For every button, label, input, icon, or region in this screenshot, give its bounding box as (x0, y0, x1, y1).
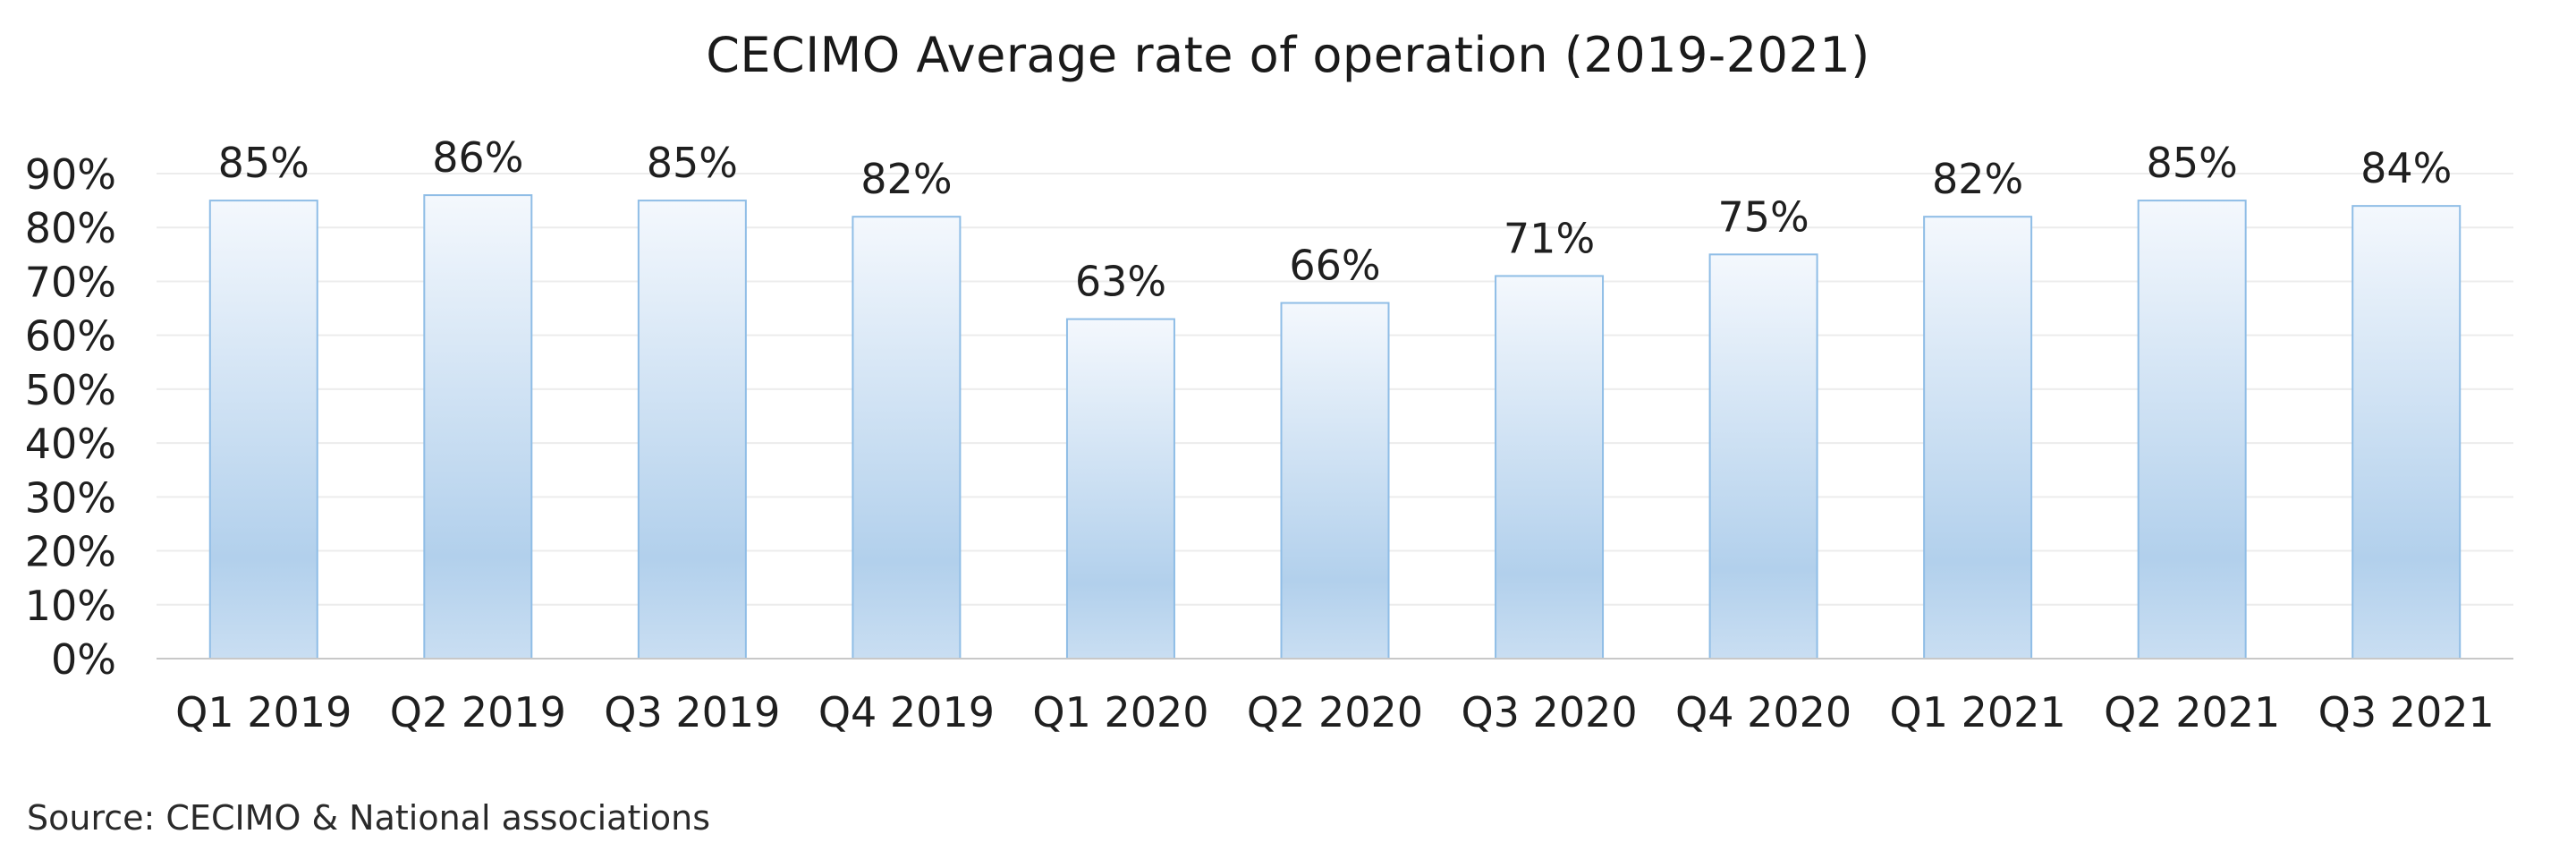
y-tick-label: 10% (25, 582, 116, 630)
x-tick-label: Q4 2020 (1675, 688, 1852, 736)
data-label: 86% (432, 133, 523, 182)
x-tick-label: Q2 2020 (1247, 688, 1423, 736)
data-label: 84% (2360, 144, 2452, 192)
bar (208, 200, 318, 660)
y-tick-label: 80% (25, 204, 116, 252)
data-label: 82% (860, 155, 952, 203)
data-label: 85% (2147, 139, 2238, 187)
x-tick-label: Q1 2021 (1890, 688, 2066, 736)
bar (1495, 275, 1605, 660)
data-label: 85% (647, 139, 738, 187)
data-label: 66% (1289, 242, 1380, 290)
data-label: 75% (1717, 192, 1809, 241)
bar (1065, 318, 1175, 660)
bar (1280, 302, 1390, 660)
bars (208, 194, 2462, 660)
bar (2351, 205, 2462, 660)
x-tick-label: Q1 2020 (1032, 688, 1208, 736)
x-tick-label: Q3 2019 (604, 688, 780, 736)
data-label: 63% (1075, 258, 1166, 306)
x-tick-label: Q2 2019 (390, 688, 566, 736)
x-tick-label: Q1 2019 (175, 688, 352, 736)
source-note: Source: CECIMO & National associations (27, 798, 711, 838)
bar (852, 216, 962, 660)
bar (1923, 216, 2033, 660)
y-tick-label: 20% (25, 528, 116, 576)
y-tick-label: 40% (25, 420, 116, 468)
axes: 0% 10% 20% 30% 40% 50% 60% 70% 80% 90% Q1 2019 Q2 2… (25, 150, 2513, 736)
y-tick-label: 30% (25, 473, 116, 522)
data-label: 82% (1932, 155, 2023, 203)
bar (2137, 200, 2247, 660)
x-tick-label: Q4 2019 (818, 688, 995, 736)
bar (1708, 253, 1818, 660)
y-tick-label: 90% (25, 150, 116, 199)
data-label: 85% (218, 139, 309, 187)
x-tick-label: Q2 2021 (2104, 688, 2280, 736)
chart-title: CECIMO Average rate of operation (2019-2… (706, 27, 1870, 83)
data-labels: 85% 86% 85% 82% 63% 66% 71% 75% 82% 85% 84% (218, 133, 2453, 306)
x-tick-label: Q3 2021 (2318, 688, 2495, 736)
y-tick-label: 60% (25, 312, 116, 361)
y-tick-label: 0% (51, 635, 116, 684)
bar (423, 194, 533, 660)
y-tick-label: 70% (25, 258, 116, 306)
x-tick-label: Q3 2020 (1461, 688, 1637, 736)
data-label: 71% (1504, 214, 1595, 262)
bar (637, 200, 747, 660)
y-tick-label: 50% (25, 366, 116, 414)
